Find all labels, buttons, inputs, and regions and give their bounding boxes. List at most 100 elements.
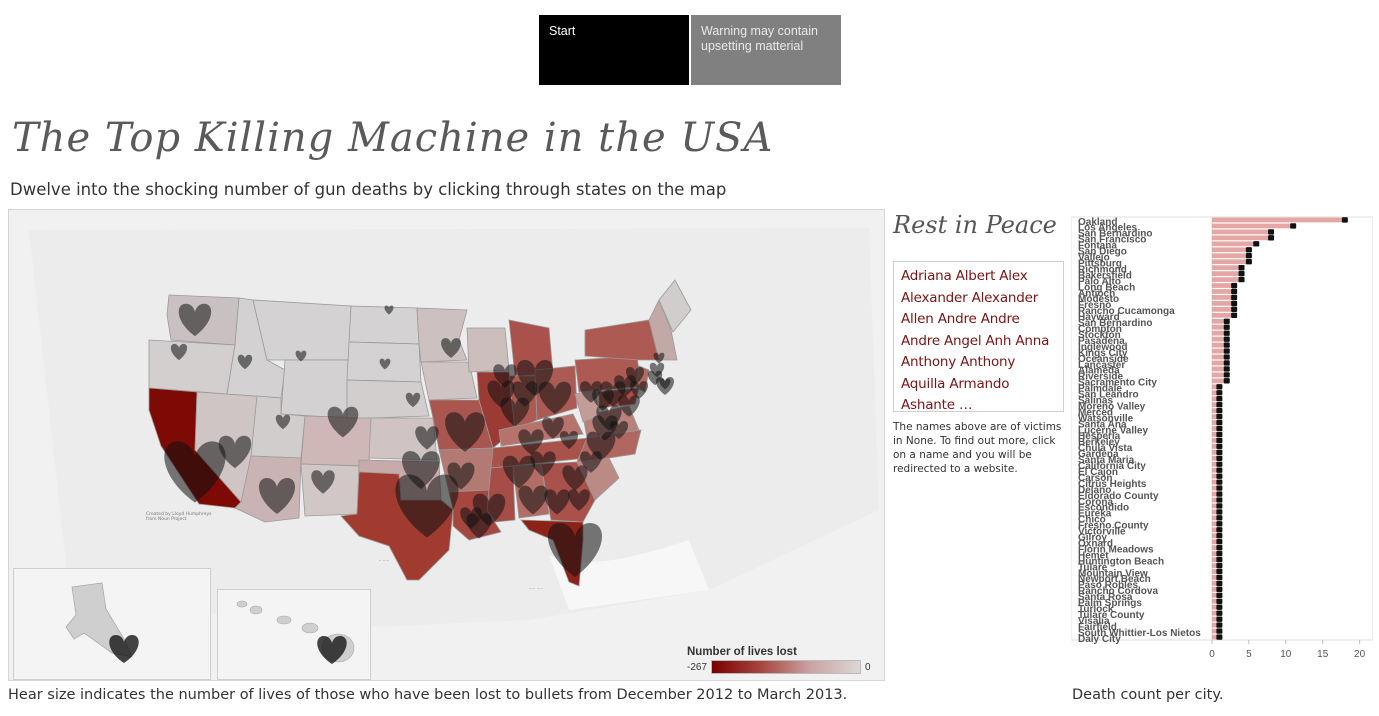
city-tick-label[interactable]: Florin Meadows: [1078, 544, 1154, 555]
bar[interactable]: [1212, 527, 1220, 533]
heart-marker[interactable]: [502, 455, 536, 489]
heart-marker[interactable]: [538, 381, 572, 415]
bar[interactable]: [1212, 533, 1220, 539]
state-maine[interactable]: [658, 279, 692, 333]
city-tick-label[interactable]: San Francisco: [1078, 235, 1146, 246]
city-tick-label[interactable]: Santa Rosa: [1078, 592, 1133, 603]
bar[interactable]: [1212, 616, 1220, 622]
bar[interactable]: [1212, 354, 1227, 360]
heart-marker[interactable]: [178, 303, 212, 337]
bar[interactable]: [1212, 551, 1220, 556]
bar[interactable]: [1212, 509, 1220, 515]
bar[interactable]: [1212, 330, 1227, 336]
city-tick-label[interactable]: South Whittier-Los Nietos: [1078, 628, 1201, 639]
city-tick-label[interactable]: Stockton: [1078, 330, 1121, 341]
city-tick-label[interactable]: Watsonville: [1078, 413, 1134, 424]
bar[interactable]: [1212, 557, 1220, 562]
heart-marker[interactable]: [447, 462, 475, 490]
alaska-inset[interactable]: [13, 568, 211, 680]
city-tick-label[interactable]: Hesperia: [1078, 431, 1121, 442]
bar[interactable]: [1212, 277, 1242, 282]
bar[interactable]: [1212, 241, 1257, 247]
city-tick-label[interactable]: Long Beach: [1078, 282, 1135, 293]
bar[interactable]: [1212, 229, 1272, 235]
heart-marker[interactable]: [295, 350, 307, 362]
heart-marker[interactable]: [445, 412, 485, 452]
start-button[interactable]: Start: [539, 15, 689, 85]
city-tick-label[interactable]: Newport Beach: [1078, 574, 1151, 585]
bar[interactable]: [1212, 265, 1242, 271]
bar[interactable]: [1212, 235, 1272, 241]
bar[interactable]: [1212, 342, 1227, 348]
heart-marker[interactable]: [568, 489, 590, 511]
bar[interactable]: [1212, 438, 1220, 443]
state-minnesota[interactable]: [416, 307, 468, 363]
city-tick-label[interactable]: Tulare: [1078, 562, 1108, 573]
city-tick-label[interactable]: Santa Ana: [1078, 419, 1127, 430]
city-tick-label[interactable]: Fontana: [1078, 241, 1117, 252]
heart-marker[interactable]: [530, 451, 556, 477]
heart-marker[interactable]: [586, 431, 616, 461]
heart-marker[interactable]: [493, 364, 517, 388]
bar[interactable]: [1212, 348, 1227, 354]
bar[interactable]: [1212, 539, 1220, 545]
map-canvas[interactable]: ·· ····· ····· ·····: [9, 210, 885, 681]
heart-marker[interactable]: [629, 381, 649, 399]
bar[interactable]: [1212, 390, 1220, 396]
bar[interactable]: [1212, 575, 1220, 580]
bar[interactable]: [1212, 289, 1235, 294]
city-tick-label[interactable]: San Bernardino: [1078, 318, 1152, 329]
bar[interactable]: [1212, 432, 1220, 437]
heart-marker[interactable]: [258, 478, 296, 514]
city-tick-label[interactable]: Chico: [1078, 515, 1106, 526]
city-tick-label[interactable]: Paso Robles: [1078, 580, 1138, 591]
bar[interactable]: [1212, 408, 1220, 414]
heart-marker[interactable]: [562, 465, 588, 491]
bar[interactable]: [1212, 443, 1220, 449]
bar[interactable]: [1212, 426, 1220, 431]
bar[interactable]: [1212, 628, 1220, 634]
bar[interactable]: [1212, 581, 1220, 586]
city-tick-label[interactable]: Alameda: [1078, 366, 1120, 377]
city-tick-label[interactable]: Hayward: [1078, 312, 1120, 323]
bar[interactable]: [1212, 521, 1220, 527]
bar[interactable]: [1212, 491, 1220, 497]
bar[interactable]: [1212, 396, 1220, 402]
city-tick-label[interactable]: Gardena: [1078, 449, 1119, 460]
city-tick-label[interactable]: Compton: [1078, 324, 1122, 335]
bar[interactable]: [1212, 634, 1220, 640]
city-tick-label[interactable]: Kings City: [1078, 348, 1128, 359]
city-tick-label[interactable]: Carson: [1078, 473, 1112, 484]
heart-marker[interactable]: [500, 397, 530, 427]
bar[interactable]: [1212, 271, 1242, 276]
city-tick-label[interactable]: Salinas: [1078, 395, 1113, 406]
bar[interactable]: [1212, 372, 1227, 378]
bar[interactable]: [1212, 420, 1220, 425]
bar[interactable]: [1212, 610, 1220, 616]
heart-marker[interactable]: [441, 338, 461, 358]
bar[interactable]: [1212, 366, 1227, 372]
bar[interactable]: [1212, 295, 1235, 300]
city-tick-label[interactable]: Gilroy: [1078, 533, 1107, 544]
heart-marker[interactable]: [659, 378, 671, 390]
city-bar-chart[interactable]: Oakland Los Angeles San Bernardino San Fran…: [1071, 213, 1373, 676]
city-tick-label[interactable]: Lancaster: [1078, 360, 1125, 371]
city-tick-label[interactable]: California City: [1078, 461, 1146, 472]
heart-marker[interactable]: [384, 305, 394, 315]
city-tick-label[interactable]: Palmdale: [1078, 384, 1122, 395]
heart-marker[interactable]: [405, 392, 421, 408]
city-tick-label[interactable]: Rancho Cucamonga: [1078, 306, 1175, 317]
state-wisconsin[interactable]: [466, 327, 510, 373]
city-tick-label[interactable]: Riverside: [1078, 372, 1123, 383]
city-tick-label[interactable]: Hemet: [1078, 550, 1109, 561]
bar[interactable]: [1212, 497, 1220, 503]
city-tick-label[interactable]: Sacramento City: [1078, 378, 1157, 389]
bar[interactable]: [1212, 598, 1220, 604]
bar[interactable]: [1212, 223, 1294, 229]
bar[interactable]: [1212, 324, 1227, 330]
heart-marker[interactable]: [170, 343, 188, 361]
heart-marker[interactable]: [542, 417, 564, 439]
city-tick-label[interactable]: Pasadena: [1078, 336, 1125, 347]
bar[interactable]: [1212, 503, 1220, 509]
heart-marker[interactable]: [547, 523, 603, 577]
